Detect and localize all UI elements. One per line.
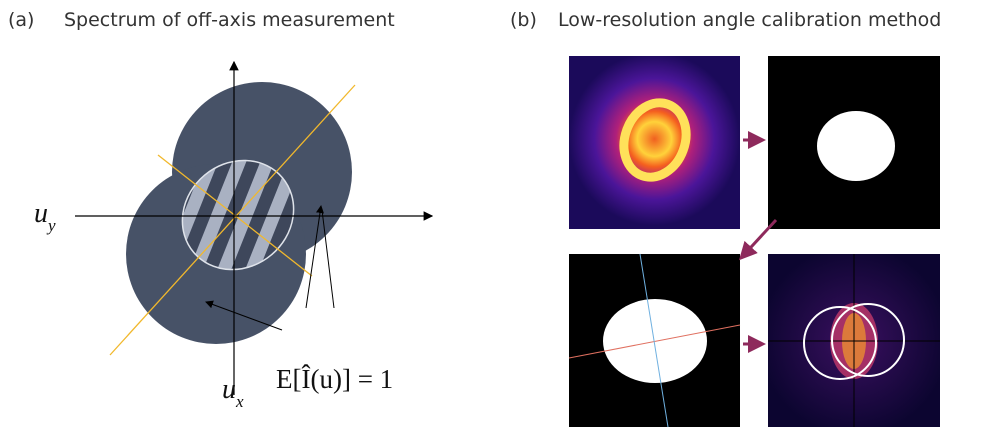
spectrum-diagram: uy ux E[Î(u)] = 1 [34,62,432,411]
panel-title: Spectrum of off-axis measurement [64,9,395,31]
text: u [222,374,236,405]
figure: (a) Spectrum of off-axis measurement (b)… [0,0,984,431]
axis-label: uy [34,198,56,235]
axis-label: ux [222,374,244,411]
panel-label: (a) [8,9,34,31]
panel-label: (b) [510,9,537,31]
panel-title: Low-resolution angle calibration method [558,9,941,31]
spectrum-image [569,56,740,229]
calibration-images [569,56,940,427]
annotation: E[Î(u)] = 1 [276,364,393,394]
text: x [235,392,244,411]
text: u [34,198,48,229]
text: y [46,216,56,235]
